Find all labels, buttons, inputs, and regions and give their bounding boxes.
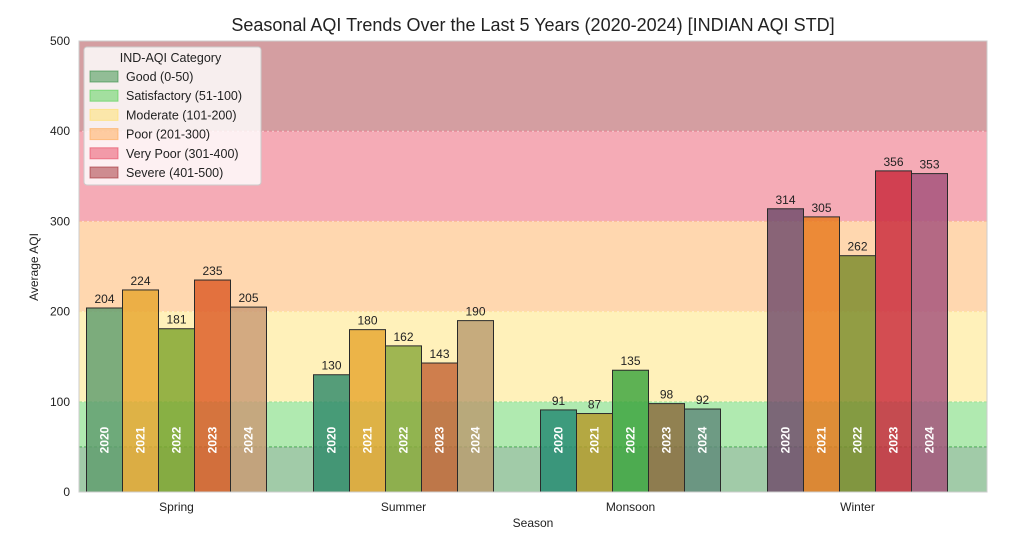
value-label-spring-2023: 235 (202, 264, 222, 278)
plot-frame (78, 40, 988, 493)
y-tick-label-3: 300 (50, 214, 70, 228)
legend: IND-AQI Category Good (0-50) Satisfactory … (83, 46, 262, 186)
legend-title: IND-AQI Category (120, 51, 222, 65)
bar-winter-2022 (839, 255, 876, 493)
y-tick-label-1: 100 (50, 395, 70, 409)
value-label-winter-2024: 353 (919, 158, 939, 172)
year-label-winter-2020: 2020 (779, 426, 793, 453)
y-tick-label-5: 500 (50, 34, 70, 48)
bar-spring-2020 (86, 307, 123, 493)
year-label-summer-2020: 2020 (325, 426, 339, 453)
value-label-monsoon-2020: 91 (552, 394, 566, 408)
x-tick-label-spring: Spring (159, 500, 194, 514)
y-tick-label-4: 400 (50, 124, 70, 138)
legend-swatch-2 (89, 108, 119, 121)
legend-label-5: Severe (401-500) (126, 166, 223, 180)
year-label-summer-2024: 2024 (469, 426, 483, 453)
value-label-summer-2022: 162 (393, 330, 413, 344)
year-label-winter-2023: 2023 (887, 426, 901, 453)
year-label-monsoon-2020: 2020 (552, 426, 566, 453)
chart-title: Seasonal AQI Trends Over the Last 5 Year… (231, 15, 834, 35)
x-axis-label: Season (513, 516, 554, 530)
year-label-spring-2020: 2020 (98, 426, 112, 453)
value-label-spring-2021: 224 (130, 274, 150, 288)
bar-spring-2023 (194, 279, 231, 493)
value-label-spring-2020: 204 (94, 292, 114, 306)
legend-box (83, 46, 262, 186)
x-tick-label-summer: Summer (381, 500, 426, 514)
legend-swatch-3 (89, 128, 119, 141)
value-label-summer-2024: 190 (465, 305, 485, 319)
y-tick-label-0: 0 (63, 485, 70, 499)
bar-spring-2024 (230, 306, 267, 493)
bar-spring-2021 (122, 289, 159, 493)
value-label-summer-2021: 180 (357, 314, 377, 328)
year-label-spring-2024: 2024 (242, 426, 256, 453)
legend-label-3: Poor (201-300) (126, 128, 210, 142)
year-label-monsoon-2024: 2024 (696, 426, 710, 453)
bar-winter-2021 (803, 216, 840, 493)
bar-summer-2024 (457, 320, 494, 493)
bar-winter-2023 (875, 170, 912, 493)
year-label-monsoon-2021: 2021 (588, 426, 602, 453)
legend-label-1: Satisfactory (51-100) (126, 89, 242, 103)
value-label-winter-2023: 356 (883, 155, 903, 169)
value-label-monsoon-2023: 98 (660, 388, 674, 402)
value-label-monsoon-2024: 92 (696, 393, 710, 407)
year-label-summer-2022: 2022 (397, 426, 411, 453)
x-axis: Spring Summer Monsoon Winter (159, 500, 875, 514)
year-label-monsoon-2023: 2023 (660, 426, 674, 453)
value-label-winter-2021: 305 (811, 201, 831, 215)
year-label-winter-2024: 2024 (923, 426, 937, 453)
bar-summer-2021 (349, 329, 386, 493)
bar-monsoon-2024 (684, 408, 721, 493)
value-label-winter-2022: 262 (847, 240, 867, 254)
year-label-summer-2023: 2023 (433, 426, 447, 453)
bar-summer-2020 (313, 374, 350, 493)
legend-swatch-0 (89, 70, 119, 83)
year-label-winter-2021: 2021 (815, 426, 829, 453)
value-label-monsoon-2022: 135 (620, 354, 640, 368)
legend-swatch-4 (89, 147, 119, 160)
legend-label-4: Very Poor (301-400) (126, 147, 239, 161)
bar-monsoon-2023 (648, 403, 685, 493)
legend-swatch-5 (89, 166, 119, 179)
year-label-winter-2022: 2022 (851, 426, 865, 453)
y-axis: 0 100 200 300 400 500 (50, 34, 70, 499)
bar-spring-2022 (158, 328, 195, 493)
value-label-winter-2020: 314 (775, 193, 795, 207)
x-tick-label-winter: Winter (840, 500, 875, 514)
value-label-summer-2023: 143 (429, 347, 449, 361)
bar-monsoon-2021 (576, 413, 613, 493)
legend-swatch-1 (89, 89, 119, 102)
year-label-spring-2023: 2023 (206, 426, 220, 453)
value-label-spring-2022: 181 (166, 313, 186, 327)
legend-label-0: Good (0-50) (126, 70, 193, 84)
value-label-monsoon-2021: 87 (588, 398, 602, 412)
x-tick-label-monsoon: Monsoon (606, 500, 655, 514)
y-tick-label-2: 200 (50, 305, 70, 319)
value-label-spring-2024: 205 (238, 291, 258, 305)
year-label-summer-2021: 2021 (361, 426, 375, 453)
year-label-spring-2021: 2021 (134, 426, 148, 453)
year-label-monsoon-2022: 2022 (624, 426, 638, 453)
bar-group-spring: 204 2020 224 2021 181 2022 235 2023 205 2024 (86, 264, 267, 493)
bar-group-summer: 130 2020 180 2021 162 2022 143 2023 190 2024 (313, 305, 494, 493)
value-label-summer-2020: 130 (321, 359, 341, 373)
bar-summer-2022 (385, 345, 422, 493)
legend-label-2: Moderate (101-200) (126, 108, 236, 122)
y-axis-label: Average AQI (27, 233, 41, 301)
year-label-spring-2022: 2022 (170, 426, 184, 453)
bar-group-monsoon: 91 2020 87 2021 135 2022 98 2023 92 2024 (540, 354, 721, 493)
